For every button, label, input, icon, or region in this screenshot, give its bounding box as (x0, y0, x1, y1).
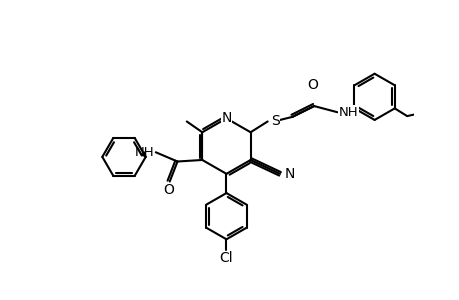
Text: Cl: Cl (219, 251, 233, 265)
Text: N: N (221, 111, 231, 125)
Text: S: S (270, 115, 279, 128)
Text: NH: NH (134, 146, 154, 159)
Text: NH: NH (338, 106, 358, 119)
Text: O: O (163, 183, 174, 197)
Text: O: O (307, 77, 317, 92)
Text: N: N (284, 167, 294, 181)
